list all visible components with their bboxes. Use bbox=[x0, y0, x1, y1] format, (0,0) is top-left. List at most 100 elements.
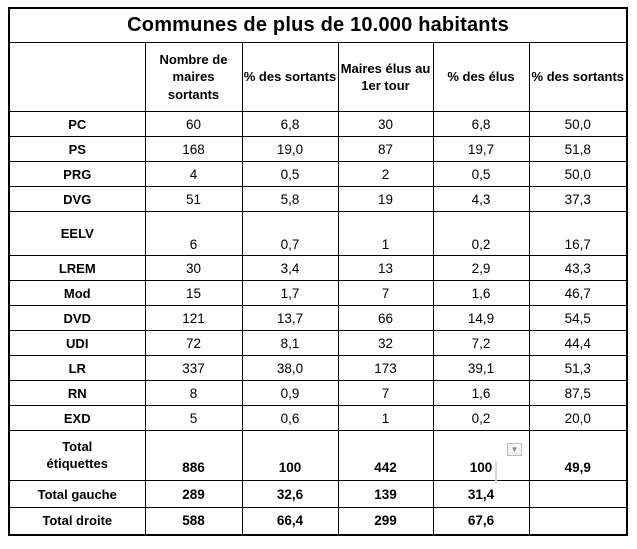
row-label-exd: EXD bbox=[8, 405, 146, 431]
cell-value: 7,2 bbox=[432, 330, 530, 356]
row-label-dvd: DVD bbox=[8, 305, 146, 331]
communes-table: Communes de plus de 10.000 habitants Nom… bbox=[8, 7, 629, 536]
row-label-mod: Mod bbox=[8, 280, 146, 306]
row-label-total-gauche: Total gauche bbox=[8, 480, 146, 508]
cell-value: 168 bbox=[144, 136, 243, 162]
cell-value: 19,0 bbox=[241, 136, 339, 162]
cell-value: 87 bbox=[337, 136, 434, 162]
cell-value: 50,0 bbox=[528, 111, 628, 137]
cell-value: 1,6 bbox=[432, 280, 530, 306]
column-header-pct-sortants-2: % des sortants bbox=[528, 42, 628, 112]
cell-value: 43,3 bbox=[528, 255, 628, 281]
cell-value: 100 bbox=[241, 430, 339, 481]
cell-value: 1,6 bbox=[432, 380, 530, 406]
cell-value: 2 bbox=[337, 161, 434, 187]
cell-value: 87,5 bbox=[528, 380, 628, 406]
cell-value: 30 bbox=[144, 255, 243, 281]
cell-value: 588 bbox=[144, 507, 243, 535]
table-row-total-etiquettes: Total étiquettes 886 100 442 100 49,9 bbox=[8, 430, 628, 481]
cell-value: 0,7 bbox=[241, 211, 339, 256]
cell-value: 173 bbox=[337, 355, 434, 381]
cell-value: 121 bbox=[144, 305, 243, 331]
cell-value: 7 bbox=[337, 280, 434, 306]
cell-value: 299 bbox=[337, 507, 434, 535]
chevron-down-icon: ▼ bbox=[510, 444, 519, 454]
table-row-rn: RN 8 0,9 7 1,6 87,5 bbox=[8, 380, 628, 406]
cell-value: 30 bbox=[337, 111, 434, 137]
cell-value: 5 bbox=[144, 405, 243, 431]
cell-value: 3,4 bbox=[241, 255, 339, 281]
cell-value: 38,0 bbox=[241, 355, 339, 381]
table-row-exd: EXD 5 0,6 1 0,2 20,0 bbox=[8, 405, 628, 431]
cell-value: 13,7 bbox=[241, 305, 339, 331]
cell-value: 51 bbox=[144, 186, 243, 212]
cell-value: 2,9 bbox=[432, 255, 530, 281]
table-row-dvg: DVG 51 5,8 19 4,3 37,3 bbox=[8, 186, 628, 212]
row-label-prg: PRG bbox=[8, 161, 146, 187]
table-row-eelv: EELV 6 0,7 1 0,2 16,7 bbox=[8, 211, 628, 256]
row-label-ps: PS bbox=[8, 136, 146, 162]
cell-value: 66,4 bbox=[241, 507, 339, 535]
cell-value: 66 bbox=[337, 305, 434, 331]
cell-value: 13 bbox=[337, 255, 434, 281]
row-label-udi: UDI bbox=[8, 330, 146, 356]
cell-value: 1,7 bbox=[241, 280, 339, 306]
table-row-lr: LR 337 38,0 173 39,1 51,3 bbox=[8, 355, 628, 381]
row-label-total-droite: Total droite bbox=[8, 507, 146, 535]
cell-value: 1 bbox=[337, 405, 434, 431]
table-row-udi: UDI 72 8,1 32 7,2 44,4 bbox=[8, 330, 628, 356]
row-label-rn: RN bbox=[8, 380, 146, 406]
header-row: Nombre de maires sortants % des sortants… bbox=[8, 42, 628, 112]
table-row-dvd: DVD 121 13,7 66 14,9 54,5 bbox=[8, 305, 628, 331]
cell-value: 139 bbox=[337, 480, 434, 508]
cell-value: 886 bbox=[144, 430, 243, 481]
cell-value: 49,9 bbox=[528, 430, 628, 481]
column-header-pct-elus: % des élus bbox=[432, 42, 530, 112]
dropdown-button[interactable]: ▼ bbox=[507, 443, 522, 456]
row-label-total-etiquettes: Total étiquettes bbox=[8, 430, 146, 481]
cell-value: 51,3 bbox=[528, 355, 628, 381]
cell-value: 31,4 bbox=[432, 480, 530, 508]
column-header-nombre-maires-sortants: Nombre de maires sortants bbox=[144, 42, 243, 112]
table-title: Communes de plus de 10.000 habitants bbox=[8, 7, 628, 43]
cell-value: 289 bbox=[144, 480, 243, 508]
cell-value: 5,8 bbox=[241, 186, 339, 212]
cell-value: 0,9 bbox=[241, 380, 339, 406]
table-row-mod: Mod 15 1,7 7 1,6 46,7 bbox=[8, 280, 628, 306]
cell-value: 337 bbox=[144, 355, 243, 381]
table-row-total-gauche: Total gauche 289 32,6 139 31,4 bbox=[8, 480, 628, 508]
title-row: Communes de plus de 10.000 habitants bbox=[8, 7, 628, 43]
row-label-pc: PC bbox=[8, 111, 146, 137]
cell-value: 4,3 bbox=[432, 186, 530, 212]
table-row-ps: PS 168 19,0 87 19,7 51,8 bbox=[8, 136, 628, 162]
cell-value: 7 bbox=[337, 380, 434, 406]
cell-value: 16,7 bbox=[528, 211, 628, 256]
cell-value: 44,4 bbox=[528, 330, 628, 356]
text-cursor bbox=[495, 461, 497, 484]
cell-value: 0,6 bbox=[241, 405, 339, 431]
cell-value: 1 bbox=[337, 211, 434, 256]
cell-value: 67,6 bbox=[432, 507, 530, 535]
cell-value: 0,2 bbox=[432, 405, 530, 431]
row-label-eelv: EELV bbox=[8, 211, 146, 256]
cell-value: 32 bbox=[337, 330, 434, 356]
cell-value: 14,9 bbox=[432, 305, 530, 331]
cell-value: 50,0 bbox=[528, 161, 628, 187]
column-header-empty bbox=[8, 42, 146, 112]
cell-value: 54,5 bbox=[528, 305, 628, 331]
cell-value: 0,5 bbox=[241, 161, 339, 187]
cell-value: 39,1 bbox=[432, 355, 530, 381]
cell-value: 51,8 bbox=[528, 136, 628, 162]
cell-value: 6 bbox=[144, 211, 243, 256]
table-row-lrem: LREM 30 3,4 13 2,9 43,3 bbox=[8, 255, 628, 281]
cell-value: 0,5 bbox=[432, 161, 530, 187]
cell-value: 442 bbox=[337, 430, 434, 481]
cell-value: 46,7 bbox=[528, 280, 628, 306]
cell-value bbox=[528, 507, 628, 535]
row-label-lrem: LREM bbox=[8, 255, 146, 281]
table-row-pc: PC 60 6,8 30 6,8 50,0 bbox=[8, 111, 628, 137]
cell-value: 4 bbox=[144, 161, 243, 187]
row-label-dvg: DVG bbox=[8, 186, 146, 212]
cell-value: 20,0 bbox=[528, 405, 628, 431]
